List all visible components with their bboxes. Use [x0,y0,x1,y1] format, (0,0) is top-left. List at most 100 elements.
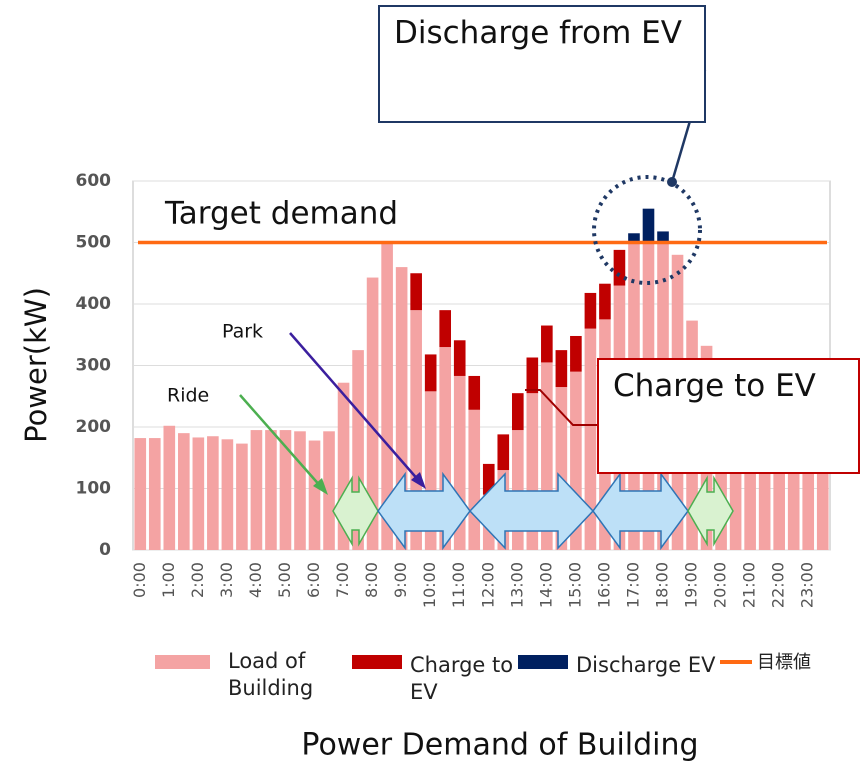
bar [511,393,524,431]
y-tick-label: 400 [76,294,112,314]
y-tick-label: 500 [76,233,112,253]
bar [148,438,161,550]
legend-label: Charge to EV [410,653,514,704]
arrows [239,69,734,551]
bar [381,242,393,550]
bar [613,249,626,286]
bar [773,420,785,550]
bar [395,267,408,550]
x-tick-label: 3:00 [217,562,236,598]
legend-label: 目標値 [757,652,811,673]
y-tick-label: 0 [99,540,111,560]
x-tick-label: 4:00 [246,562,265,598]
x-tick-label: 23:00 [798,562,817,608]
x-tick-label: 21:00 [740,562,759,608]
bar [468,375,481,410]
x-tick-label: 19:00 [682,562,701,608]
bar [453,375,466,550]
x-tick-label: 17:00 [623,562,642,608]
bar [221,439,234,550]
bar [236,443,248,550]
bar [526,357,539,394]
bar [352,350,364,550]
y-tick-label: 100 [76,479,112,499]
bar [294,431,306,550]
target-annotation: Target demand [164,196,398,232]
bar [584,328,597,550]
x-tick-label: 12:00 [478,562,497,608]
bar [599,283,611,320]
x-tick-label: 14:00 [536,562,555,608]
bar [410,310,422,550]
x-tick-label: 15:00 [565,562,584,608]
bar [497,434,510,471]
y-tick-label: 600 [76,171,112,191]
bar [642,208,655,243]
bar [265,430,277,550]
bar [337,382,350,550]
bar [555,350,568,388]
ride-annotation: Ride [167,385,209,407]
bar [758,414,771,550]
legend-swatch [155,655,210,669]
bar [424,391,437,550]
bar [511,430,524,550]
x-tick-label: 1:00 [159,562,178,598]
bar [482,463,495,495]
y-tick-label: 300 [76,356,112,376]
x-tick-label: 22:00 [769,562,788,608]
bar [657,231,669,243]
x-tick-label: 11:00 [449,562,468,608]
bar [250,430,263,550]
x-tick-label: 6:00 [304,562,323,598]
bar [628,233,640,243]
bar [787,427,800,550]
park-annotation: Park [222,321,263,343]
bar [570,335,582,372]
legend-label: Load of Building [228,649,314,700]
bar [163,425,176,550]
bar [192,437,205,550]
bar [439,347,452,550]
x-tick-label: 5:00 [275,562,294,598]
x-tick-label: 2:00 [188,562,207,598]
charge-annotation: Charge to EV [597,358,860,474]
bar [570,371,582,550]
discharge-annotation: Discharge from EV [378,5,706,123]
x-tick-label: 10:00 [420,562,439,608]
bar [744,402,756,550]
x-tick-label: 18:00 [653,562,672,608]
bar [134,438,147,550]
bar [555,387,568,550]
bar [802,430,815,550]
x-tick-label: 7:00 [333,562,352,598]
bar [541,325,553,363]
x-tick-label: 0:00 [130,562,149,598]
bar [178,433,190,550]
bar [526,393,539,550]
bar [207,436,219,550]
chart-title: Power Demand of Building [301,728,698,763]
bar [816,433,829,550]
x-tick-label: 9:00 [391,562,410,598]
bar [439,310,452,348]
x-tick-label: 16:00 [594,562,613,608]
bar [468,409,481,550]
x-tick-label: 8:00 [362,562,381,598]
y-axis-label: Power(kW) [19,287,53,443]
y-tick-label: 200 [76,417,112,437]
bar [453,340,466,376]
bar [424,354,437,392]
bar [279,430,292,550]
bar [410,273,422,311]
x-tick-label: 13:00 [507,562,526,608]
legend-swatch [352,655,402,669]
bar [584,292,597,329]
bar [308,440,321,550]
x-tick-label: 20:00 [711,562,730,608]
bar [366,277,379,550]
bar [323,431,335,550]
legend-label: Discharge EV [576,653,716,677]
